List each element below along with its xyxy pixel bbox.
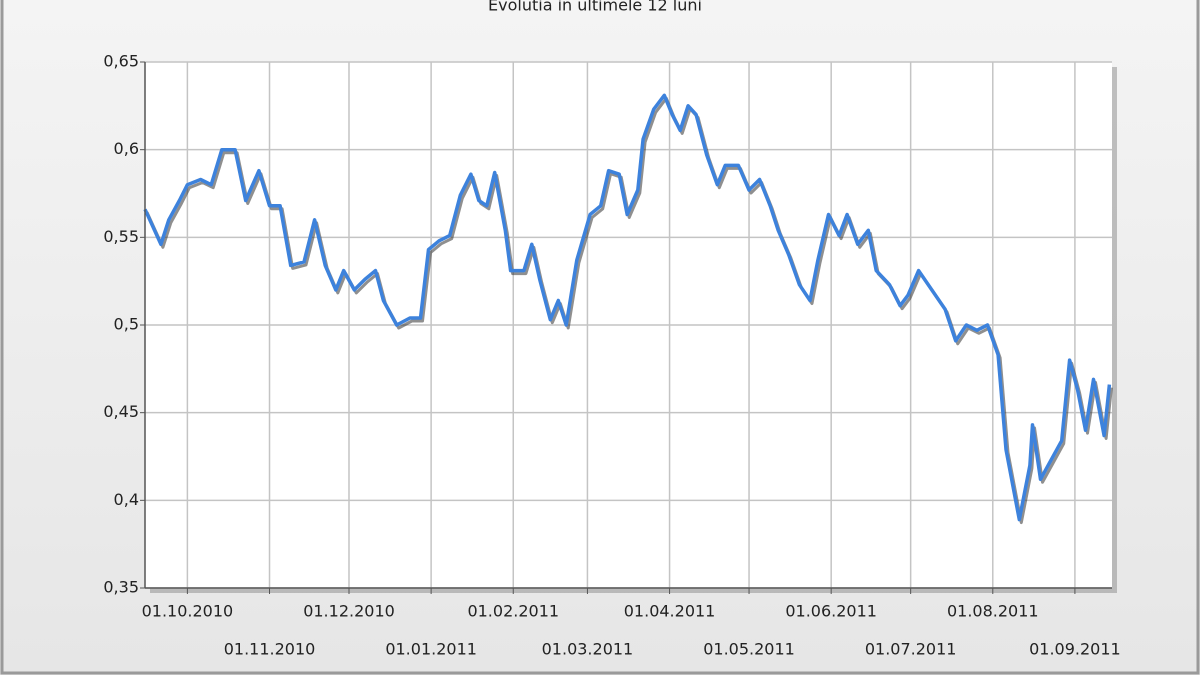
x-tick-label: 01.11.2010 — [224, 640, 316, 659]
chart-title: Evolutia in ultimele 12 luni — [488, 0, 702, 15]
line — [143, 93, 1112, 522]
x-tick-label: 01.02.2011 — [467, 602, 559, 621]
x-tick-label: 01.06.2011 — [785, 602, 877, 621]
x-tick-label: 01.09.2011 — [1029, 640, 1121, 659]
plot — [143, 93, 1113, 525]
x-tick-label: 01.12.2010 — [303, 602, 395, 621]
x-tick-label: 01.04.2011 — [624, 602, 716, 621]
x-tick-label: 01.05.2011 — [703, 640, 795, 659]
y-tick-label: 0,5 — [114, 315, 139, 334]
y-tick-label: 0,35 — [103, 578, 139, 597]
x-tick-label: 01.03.2011 — [542, 640, 634, 659]
x-tick-label: 01.01.2011 — [385, 640, 477, 659]
y-tick-label: 0,65 — [103, 52, 139, 71]
y-tick-label: 0,4 — [114, 490, 139, 509]
y-tick-label: 0,6 — [114, 139, 139, 158]
x-tick-label: 01.07.2011 — [865, 640, 957, 659]
x-tick-label: 01.10.2010 — [142, 602, 234, 621]
y-tick-label: 0,55 — [103, 227, 139, 246]
y-tick-label: 0,45 — [103, 402, 139, 421]
x-tick-label: 01.08.2011 — [947, 602, 1039, 621]
